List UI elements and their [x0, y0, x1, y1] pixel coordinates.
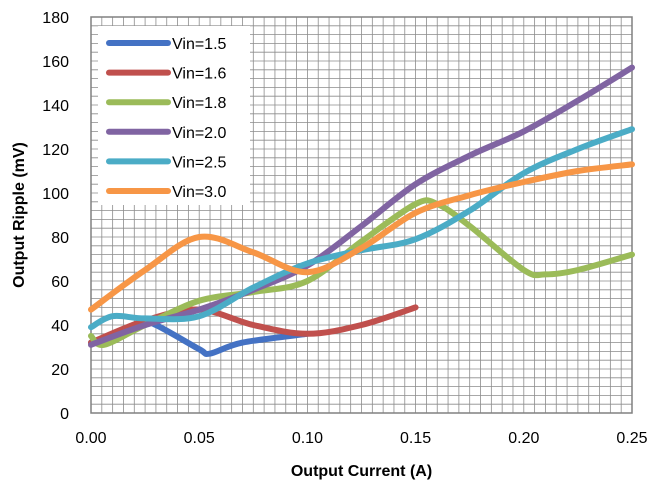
y-tick-label: 120	[42, 142, 69, 159]
y-axis-ticks: 0 20 40 60 80 100 120 140 160 180	[42, 10, 69, 423]
y-tick-label: 0	[60, 406, 69, 423]
x-tick-label: 0.00	[75, 430, 106, 447]
series-line-vin-2-5	[88, 126, 635, 331]
y-tick-label: 60	[51, 274, 69, 291]
legend-label: Vin=2.5	[172, 154, 227, 171]
series-line-vin-3-0	[88, 161, 635, 313]
legend-box	[98, 26, 250, 205]
x-tick-label: 0.10	[292, 430, 323, 447]
legend-label: Vin=2.0	[172, 125, 227, 142]
x-tick-label: 0.05	[184, 430, 215, 447]
legend: Vin=1.5 Vin=1.6 Vin=1.8 Vin=2.0 Vin=2.5 Vin=3…	[98, 26, 250, 205]
y-tick-label: 40	[51, 318, 69, 335]
y-tick-label: 100	[42, 186, 69, 203]
y-tick-label: 140	[42, 98, 69, 115]
legend-label: Vin=1.8	[172, 95, 227, 112]
y-axis-title: Output Ripple (mV)	[11, 142, 28, 288]
y-tick-label: 80	[51, 230, 69, 247]
legend-label: Vin=3.0	[172, 184, 227, 201]
y-tick-label: 160	[42, 54, 69, 71]
y-tick-label: 20	[51, 362, 69, 379]
legend-label: Vin=1.6	[172, 66, 227, 83]
x-tick-label: 0.20	[508, 430, 539, 447]
series-lines	[88, 64, 635, 358]
legend-label: Vin=1.5	[172, 36, 227, 53]
x-tick-label: 0.25	[616, 430, 647, 447]
x-axis-ticks: 0.00 0.05 0.10 0.15 0.20 0.25	[75, 430, 647, 447]
x-tick-label: 0.15	[400, 430, 431, 447]
y-tick-label: 180	[42, 10, 69, 27]
plot-area-frame	[90, 16, 633, 414]
x-axis-title: Output Current (A)	[291, 463, 432, 480]
series-line-vin-2-0	[88, 64, 635, 348]
